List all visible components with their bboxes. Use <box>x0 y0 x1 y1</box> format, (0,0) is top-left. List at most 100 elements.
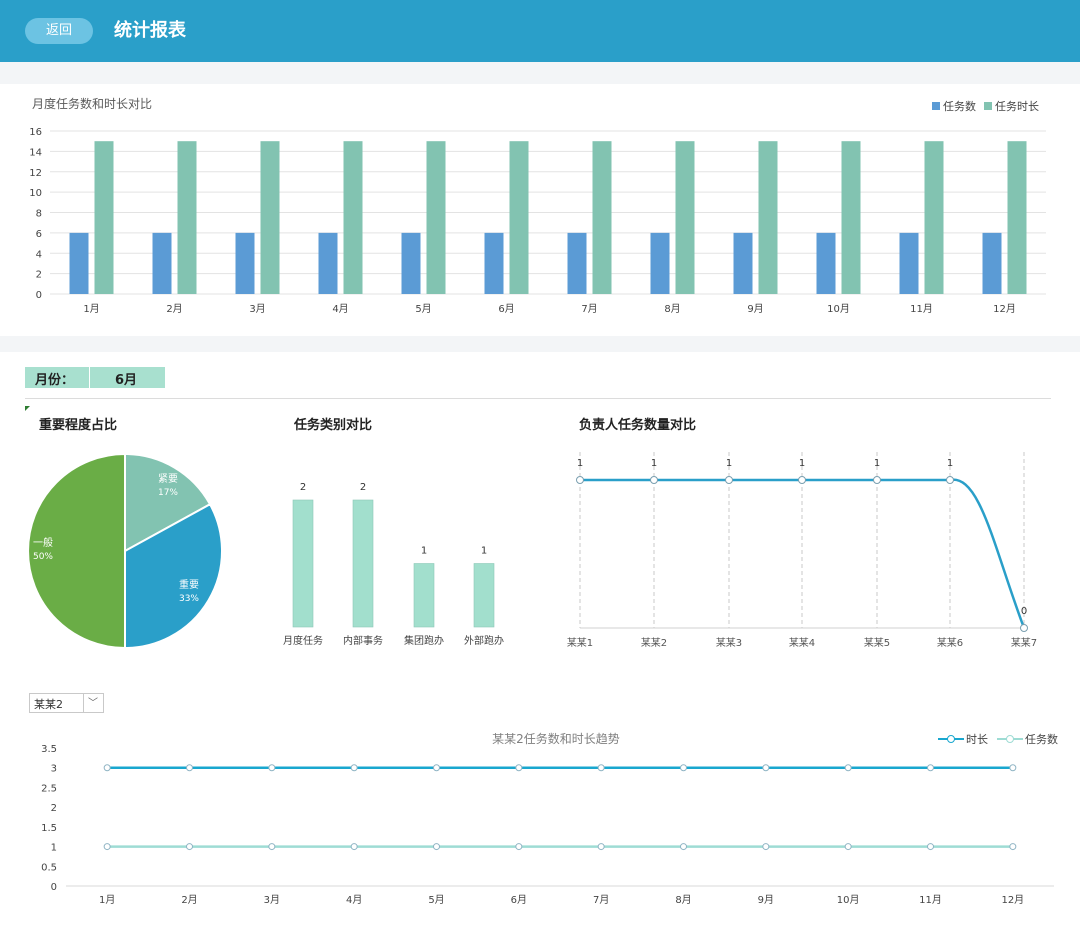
trend-x-label: 7月 <box>593 894 609 906</box>
trend-y-tick-label: 2.5 <box>41 783 57 794</box>
bar-duration <box>924 141 944 294</box>
owner-point-value: 1 <box>726 458 732 469</box>
trend-point <box>680 764 687 772</box>
x-tick-label: 7月 <box>581 303 597 315</box>
chevron-down-icon[interactable]: ﹀ <box>88 698 98 709</box>
category-bar <box>352 499 374 628</box>
y-tick-label: 8 <box>36 209 42 220</box>
trend-point <box>103 764 111 772</box>
cell-comment-marker <box>25 406 30 411</box>
pie-slice-percent: 17% <box>158 488 178 498</box>
bar-duration <box>509 141 529 294</box>
owner-point <box>1020 624 1028 632</box>
trend-point <box>762 764 770 772</box>
trend-x-label: 4月 <box>346 894 362 906</box>
trend-y-tick-label: 2 <box>51 803 57 814</box>
x-tick-label: 4月 <box>332 303 348 315</box>
legend-label-duration: 时长 <box>966 733 988 746</box>
owner-x-label: 某某2 <box>641 637 667 649</box>
owner-series-line <box>580 478 1026 629</box>
y-tick-label: 16 <box>29 127 42 138</box>
chart-legend: 任务数 任务时长 <box>932 100 1039 113</box>
y-tick-label: 14 <box>29 147 42 158</box>
bar-count <box>401 232 421 294</box>
trend-point <box>186 843 193 851</box>
trend-point <box>433 764 440 772</box>
category-bar-chart: 2 月度任务 2 内部事务 1 集团跑办 1 外部跑办 <box>283 482 504 647</box>
pie-slice-label: 一般 <box>33 536 53 549</box>
y-tick-label: 2 <box>36 270 42 281</box>
bar-duration <box>758 141 778 294</box>
owner-point <box>946 476 954 484</box>
trend-line-chart: 某某2任务数和时长趋势 时长 任务数 3.5 3 2.5 2 1.5 1 0.5 0 1月 2月… <box>41 731 1058 906</box>
bar-duration <box>1007 141 1027 294</box>
bar-duration <box>841 141 861 294</box>
category-bar-value: 1 <box>421 546 427 557</box>
y-tick-label: 6 <box>36 229 42 240</box>
bar-duration <box>177 141 197 294</box>
owner-chart-title: 负责人任务数量对比 <box>579 418 697 433</box>
trend-point <box>268 764 276 772</box>
trend-y-tick-label: 3.5 <box>41 744 57 755</box>
x-tick-label: 1月 <box>83 303 99 315</box>
trend-legend: 时长 任务数 <box>938 733 1058 746</box>
bar-count <box>318 232 338 294</box>
owner-point-value: 1 <box>947 458 953 469</box>
month-filter-value[interactable]: 6月 <box>115 373 138 388</box>
trend-x-label: 6月 <box>511 894 527 906</box>
category-x-label: 外部跑办 <box>464 634 504 647</box>
category-x-label: 集团跑办 <box>404 634 444 647</box>
category-bar-value: 2 <box>360 482 366 493</box>
person-select-separator <box>83 694 84 712</box>
y-tick-label: 0 <box>36 290 42 301</box>
trend-point <box>927 764 934 772</box>
trend-x-label: 9月 <box>758 894 774 906</box>
bar-count <box>899 232 919 294</box>
trend-point <box>1009 764 1017 772</box>
trend-y-tick-label: 0.5 <box>41 862 57 873</box>
trend-x-label: 3月 <box>264 894 280 906</box>
trend-point <box>350 843 358 851</box>
legend-label-count: 任务数 <box>943 100 976 113</box>
category-bar <box>292 499 314 628</box>
trend-x-label: 2月 <box>181 894 197 906</box>
month-filter[interactable]: 月份： 6月 <box>25 367 165 388</box>
owner-point <box>650 476 658 484</box>
trend-point <box>433 843 440 851</box>
bar-duration <box>675 141 695 294</box>
month-filter-label: 月份： <box>35 373 75 388</box>
trend-y-tick-label: 3 <box>51 764 57 775</box>
legend-label-count: 任务数 <box>1025 733 1058 746</box>
trend-point <box>186 764 193 772</box>
y-tick-label: 4 <box>36 249 42 260</box>
bar-duration <box>343 141 363 294</box>
owner-x-label: 某某5 <box>864 637 890 649</box>
pie-slice <box>27 452 126 650</box>
category-bar-value: 1 <box>481 546 487 557</box>
trend-x-label: 8月 <box>675 894 691 906</box>
category-bar <box>413 563 435 628</box>
trend-y-tick-label: 1 <box>51 843 57 854</box>
trend-chart-title: 某某2任务数和时长趋势 <box>492 731 620 746</box>
owner-x-label: 某某6 <box>937 637 963 649</box>
pie-slice-label: 紧要 <box>158 473 178 485</box>
category-bar-value: 2 <box>300 482 306 493</box>
trend-point <box>350 764 358 772</box>
back-button[interactable]: 返回 <box>25 18 93 44</box>
x-tick-label: 2月 <box>166 303 182 315</box>
bar-count <box>235 232 255 294</box>
legend-label-duration: 任务时长 <box>995 100 1039 113</box>
trend-point <box>515 843 523 851</box>
owner-x-label: 某某7 <box>1011 637 1037 649</box>
x-tick-label: 5月 <box>415 303 431 315</box>
x-tick-label: 10月 <box>827 303 850 315</box>
legend-swatch-duration <box>984 102 992 110</box>
person-select[interactable]: 某某2 ﹀ <box>29 693 104 713</box>
trend-point <box>680 843 687 851</box>
trend-x-label: 5月 <box>428 894 444 906</box>
monthly-bar-chart: 月度任务数和时长对比 任务数 任务时长 16 14 12 10 8 6 4 2 0 1月 2月 3月… <box>29 96 1046 315</box>
x-tick-label: 3月 <box>249 303 265 315</box>
owner-x-label: 某某4 <box>789 637 815 649</box>
x-tick-label: 8月 <box>664 303 680 315</box>
bar-count <box>152 232 172 294</box>
